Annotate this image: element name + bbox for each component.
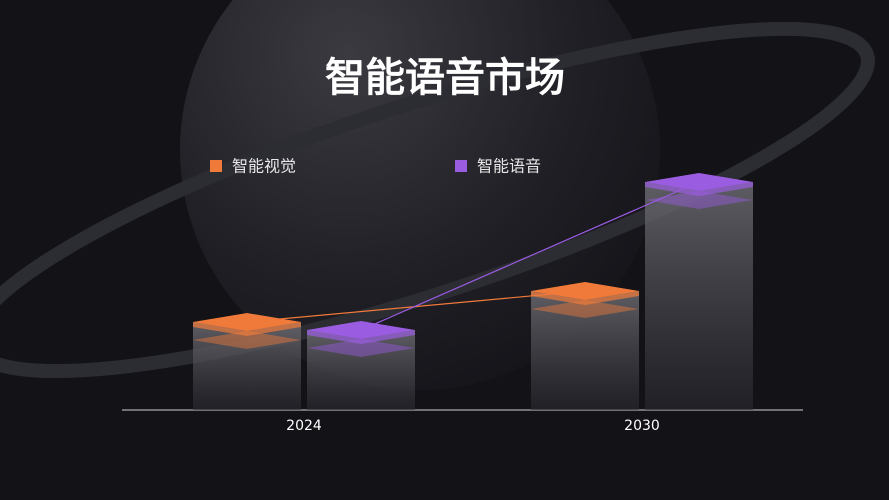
x-tick-label: 2024 [286,418,322,434]
bar [645,182,753,410]
chart-title: 智能语音市场 [325,55,565,101]
planet-ring [0,21,875,379]
bar-cap-shadow [645,191,753,209]
bar [193,322,301,410]
bar-cap-shadow [193,331,301,349]
legend-label: 智能语音 [477,157,541,176]
legend-label: 智能视觉 [232,157,296,176]
legend-swatch [455,160,467,172]
x-tick-label: 2030 [624,418,660,434]
trend-line [360,181,700,331]
bar [531,291,639,410]
legend-swatch [210,160,222,172]
bar-cap-side [307,330,415,344]
bar-cap-shadow [307,339,415,357]
bar-cap-side [645,182,753,196]
bar-cap-side [531,291,639,305]
bar-cap-shadow [531,300,639,318]
bar-cap-side [193,322,301,336]
